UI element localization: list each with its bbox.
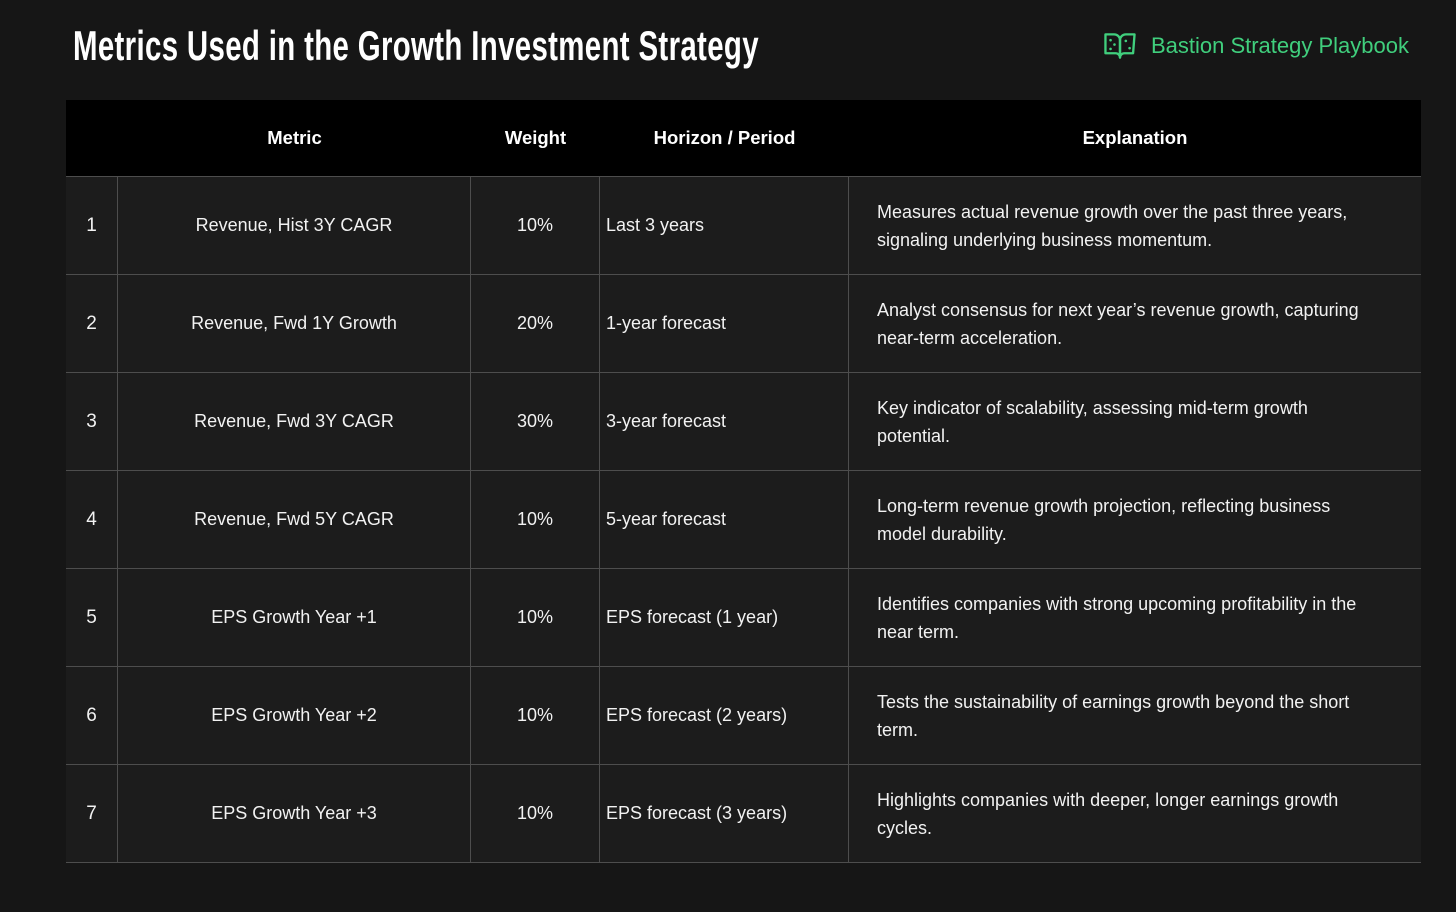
metric-cell: Revenue, Hist 3Y CAGR — [118, 177, 471, 274]
table-row: 6 EPS Growth Year +2 10% EPS forecast (2… — [66, 666, 1421, 764]
horizon-cell: 3-year forecast — [600, 373, 849, 470]
top-bar: Metrics Used in the Growth Investment St… — [0, 0, 1456, 100]
table-row: 1 Revenue, Hist 3Y CAGR 10% Last 3 years… — [66, 176, 1421, 274]
row-number: 2 — [66, 275, 118, 372]
metric-cell: Revenue, Fwd 3Y CAGR — [118, 373, 471, 470]
row-number: 6 — [66, 667, 118, 764]
row-number: 3 — [66, 373, 118, 470]
table-row: 4 Revenue, Fwd 5Y CAGR 10% 5-year foreca… — [66, 470, 1421, 568]
metrics-table: Metric Weight Horizon / Period Explanati… — [66, 100, 1421, 863]
open-book-icon — [1102, 30, 1138, 62]
row-number: 4 — [66, 471, 118, 568]
horizon-cell: 5-year forecast — [600, 471, 849, 568]
table-header-row: Metric Weight Horizon / Period Explanati… — [66, 100, 1421, 176]
explanation-cell: Analyst consensus for next year’s revenu… — [877, 299, 1359, 348]
horizon-cell: EPS forecast (3 years) — [600, 765, 849, 862]
row-number: 1 — [66, 177, 118, 274]
metric-cell: EPS Growth Year +1 — [118, 569, 471, 666]
horizon-cell: EPS forecast (1 year) — [600, 569, 849, 666]
metric-cell: EPS Growth Year +2 — [118, 667, 471, 764]
col-header-metric: Metric — [267, 127, 322, 148]
brand-label: Bastion Strategy Playbook — [1150, 33, 1409, 58]
horizon-cell: 1-year forecast — [600, 275, 849, 372]
explanation-cell: Measures actual revenue growth over the … — [877, 201, 1348, 250]
weight-cell: 20% — [471, 275, 600, 372]
table-row: 3 Revenue, Fwd 3Y CAGR 30% 3-year foreca… — [66, 372, 1421, 470]
page-title: Metrics Used in the Growth Investment St… — [73, 22, 759, 69]
horizon-cell: EPS forecast (2 years) — [600, 667, 849, 764]
weight-cell: 10% — [471, 765, 600, 862]
col-header-explanation: Explanation — [1082, 127, 1188, 148]
brand-link[interactable]: Bastion Strategy Playbook — [1102, 30, 1409, 62]
metric-cell: Revenue, Fwd 1Y Growth — [118, 275, 471, 372]
explanation-cell: Key indicator of scalability, assessing … — [877, 397, 1308, 446]
col-header-weight: Weight — [504, 127, 567, 148]
metric-cell: EPS Growth Year +3 — [118, 765, 471, 862]
weight-cell: 30% — [471, 373, 600, 470]
table-row: 7 EPS Growth Year +3 10% EPS forecast (3… — [66, 764, 1421, 862]
explanation-cell: Identifies companies with strong upcomin… — [877, 593, 1357, 642]
row-number: 7 — [66, 765, 118, 862]
table-row: 5 EPS Growth Year +1 10% EPS forecast (1… — [66, 568, 1421, 666]
explanation-cell: Tests the sustainability of earnings gro… — [877, 691, 1350, 740]
weight-cell: 10% — [471, 471, 600, 568]
explanation-cell: Long-term revenue growth projection, ref… — [877, 495, 1331, 544]
horizon-cell: Last 3 years — [600, 177, 849, 274]
weight-cell: 10% — [471, 667, 600, 764]
explanation-cell: Highlights companies with deeper, longer… — [877, 789, 1339, 838]
table-row: 2 Revenue, Fwd 1Y Growth 20% 1-year fore… — [66, 274, 1421, 372]
weight-cell: 10% — [471, 177, 600, 274]
weight-cell: 10% — [471, 569, 600, 666]
metric-cell: Revenue, Fwd 5Y CAGR — [118, 471, 471, 568]
col-header-horizon: Horizon / Period — [653, 127, 796, 148]
row-number: 5 — [66, 569, 118, 666]
